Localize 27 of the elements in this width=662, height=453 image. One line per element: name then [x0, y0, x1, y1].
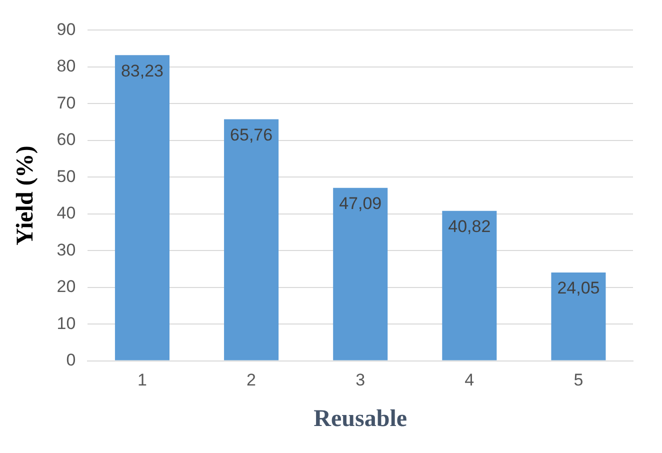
y-tick-label: 60 — [56, 130, 76, 150]
y-tick-label: 50 — [56, 166, 76, 186]
bar — [551, 272, 606, 360]
data-label: 65,76 — [230, 125, 273, 144]
y-tick-label: 70 — [56, 93, 76, 112]
x-tick-label: 2 — [246, 370, 256, 390]
x-tick-label: 4 — [464, 370, 474, 390]
data-label: 47,09 — [339, 194, 382, 214]
y-tick-label: 90 — [56, 20, 76, 39]
x-axis-title: Reusable — [314, 406, 408, 432]
y-tick-label: 40 — [56, 204, 76, 223]
y-tick-label: 10 — [56, 314, 76, 333]
x-tick-label: 3 — [356, 370, 366, 390]
y-tick-label: 30 — [56, 240, 76, 260]
y-tick-label: 0 — [66, 350, 76, 370]
x-tick-label: 5 — [574, 370, 584, 390]
y-tick-label: 80 — [56, 56, 76, 76]
y-tick-label: 20 — [56, 277, 76, 296]
bar — [333, 188, 388, 360]
bar — [114, 55, 170, 360]
y-axis-title: Yield (%) — [12, 146, 39, 246]
data-label: 40,82 — [448, 217, 491, 236]
bar — [224, 119, 279, 360]
data-label: 24,05 — [557, 278, 600, 298]
data-label: 83,23 — [120, 61, 164, 80]
bar — [442, 210, 497, 360]
x-tick-label: 1 — [138, 370, 147, 390]
